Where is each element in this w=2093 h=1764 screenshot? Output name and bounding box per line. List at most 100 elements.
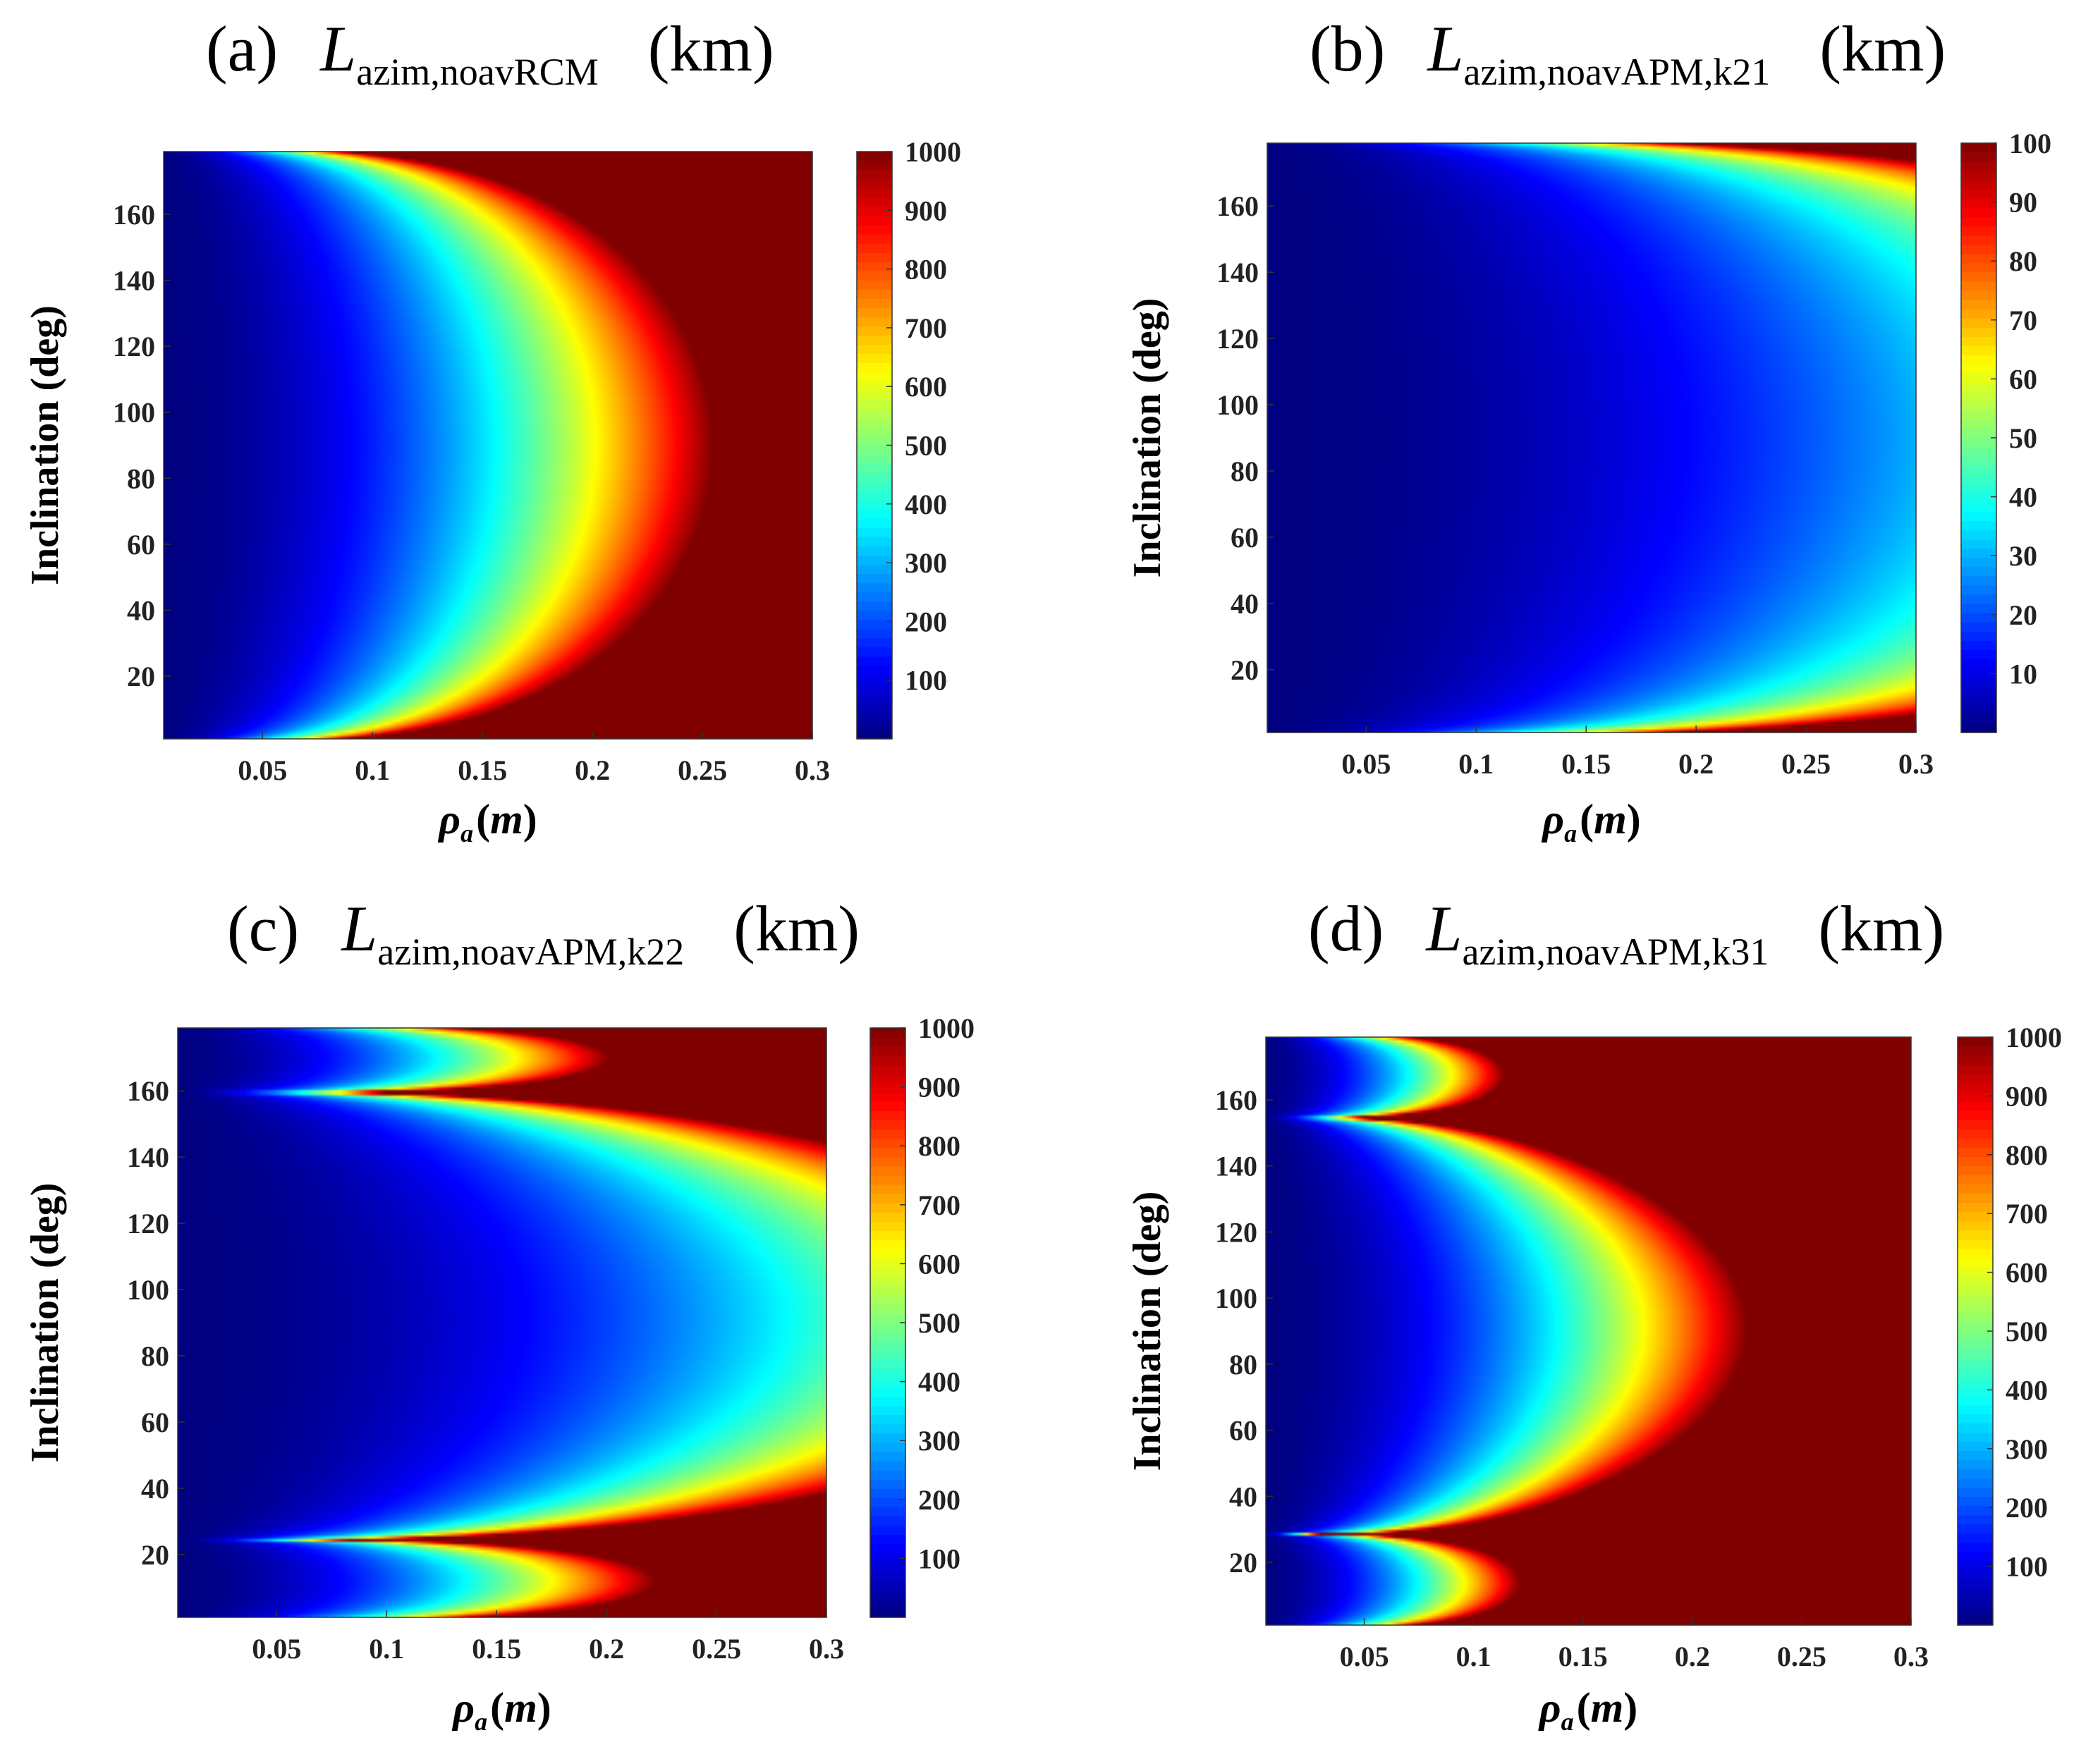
colorbar-step (1961, 355, 1996, 365)
colorbar-step (857, 353, 892, 363)
colorbar-step (857, 637, 892, 648)
colorbar-step (1961, 189, 1996, 199)
colorbar-step (1961, 300, 1996, 310)
colorbar-step (857, 243, 892, 253)
colorbar-step (857, 546, 892, 556)
colorbar-step (1961, 281, 1996, 291)
colorbar-step (1958, 1257, 1993, 1268)
colorbar-tick-label-d: 400 (2006, 1374, 2048, 1406)
colorbar-step (1961, 659, 1996, 669)
colorbar-step (870, 1580, 905, 1591)
colorbar-tick-label-c: 600 (918, 1248, 960, 1280)
y-tick-label-c: 80 (141, 1340, 169, 1372)
y-tick-label-b: 160 (1216, 190, 1259, 222)
y-axis-label-a: Inclination (deg) (23, 305, 67, 585)
colorbar-step (1958, 1266, 1993, 1277)
colorbar-step (857, 683, 892, 694)
heatmap-image-c (178, 1028, 826, 1617)
x-tick-label-c: 0.25 (692, 1633, 741, 1665)
colorbar-step (870, 1488, 905, 1498)
colorbar-step (870, 1194, 905, 1203)
colorbar-tick-label-c: 500 (918, 1307, 960, 1339)
colorbar-step (1958, 1386, 1993, 1396)
colorbar-step (870, 1120, 905, 1130)
colorbar-step (1961, 640, 1996, 651)
colorbar-step (1961, 318, 1996, 328)
colorbar-step (870, 1387, 905, 1397)
x-tick-label-d: 0.2 (1675, 1641, 1710, 1672)
colorbar-step (1958, 1606, 1993, 1617)
colorbar-step (1961, 438, 1996, 448)
colorbar-step (1961, 613, 1996, 623)
colorbar-step (1958, 1037, 1993, 1047)
colorbar-step (1961, 171, 1996, 180)
colorbar-step (857, 610, 892, 620)
panel-a: 0.05 0.1 0.15 0.2 0.25 0.3 20 40 60 80 100 120 140 16… (23, 13, 961, 847)
x-axis-label-b: ρa(m) (1541, 796, 1641, 847)
x-tick-label-a: 0.1 (355, 754, 390, 786)
colorbar-tick-label-d: 300 (2006, 1433, 2048, 1465)
colorbar-step (1961, 686, 1996, 697)
colorbar-step (857, 711, 892, 721)
colorbar-step (1958, 1303, 1993, 1313)
colorbar-step (1961, 290, 1996, 300)
x-tick-label-a: 0.2 (575, 754, 610, 786)
colorbar-step (1961, 152, 1996, 162)
colorbar-tick-label-c: 1000 (918, 1012, 975, 1044)
colorbar-step (870, 1129, 905, 1139)
colorbar-step (1958, 1533, 1993, 1543)
plot-frame-a (163, 151, 813, 740)
colorbar-step (1961, 539, 1996, 549)
colorbar-step (1958, 1368, 1993, 1378)
panel-title-c: (c) Lazim,noavAPM,k22 (km) (227, 893, 860, 973)
colorbar-step (1958, 1359, 1993, 1368)
colorbar-step (857, 417, 892, 428)
colorbar-step (1961, 604, 1996, 613)
y-tick-label-b: 20 (1231, 654, 1259, 686)
colorbar-step (870, 1267, 905, 1278)
heatmap-image-b (1267, 143, 1916, 733)
colorbar-step (1958, 1615, 1993, 1626)
colorbar-step (870, 1065, 905, 1074)
y-tick-label-d: 120 (1215, 1216, 1257, 1248)
colorbar-step (857, 509, 892, 520)
y-tick-label-a: 100 (113, 397, 155, 429)
colorbar-step (1958, 1340, 1993, 1350)
colorbar-step (870, 1433, 905, 1443)
x-tick-label-b: 0.2 (1678, 748, 1714, 780)
colorbar-step (1961, 594, 1996, 604)
y-tick-label-d: 20 (1229, 1547, 1257, 1579)
colorbar-step (1961, 410, 1996, 420)
colorbar-step (1958, 1294, 1993, 1304)
colorbar-step (857, 317, 892, 326)
colorbar-tick-label-b: 90 (2009, 187, 2037, 219)
colorbar-step (857, 152, 892, 161)
colorbar-step (870, 1470, 905, 1480)
colorbar-step (1958, 1165, 1993, 1176)
y-tick-label-b: 40 (1231, 588, 1259, 620)
plot-frame-b (1267, 142, 1917, 733)
colorbar-step (857, 500, 892, 510)
colorbar-step (1958, 1441, 1993, 1452)
colorbar-step (870, 1442, 905, 1452)
colorbar-step (1961, 723, 1996, 733)
colorbar-step (857, 197, 892, 207)
colorbar-tick-label-c: 400 (918, 1366, 960, 1398)
y-tick-label-c: 60 (141, 1407, 169, 1438)
colorbar-step (1961, 336, 1996, 346)
colorbar-step (857, 427, 892, 437)
colorbar-tick-label-c: 300 (918, 1425, 960, 1457)
plot-frame-d (1265, 1036, 1912, 1626)
colorbar-step (857, 592, 892, 602)
colorbar-step (1958, 1414, 1993, 1423)
colorbar-step (857, 344, 892, 354)
y-tick-label-c: 140 (127, 1141, 169, 1173)
x-axis-label-c: ρa(m) (451, 1684, 551, 1736)
y-tick-label-a: 80 (127, 463, 155, 494)
x-tick-label-b: 0.15 (1561, 748, 1611, 780)
y-tick-label-c: 20 (141, 1539, 169, 1571)
colorbar-step (1961, 502, 1996, 513)
colorbar-step (870, 1414, 905, 1425)
colorbar-d (1958, 1037, 1993, 1626)
